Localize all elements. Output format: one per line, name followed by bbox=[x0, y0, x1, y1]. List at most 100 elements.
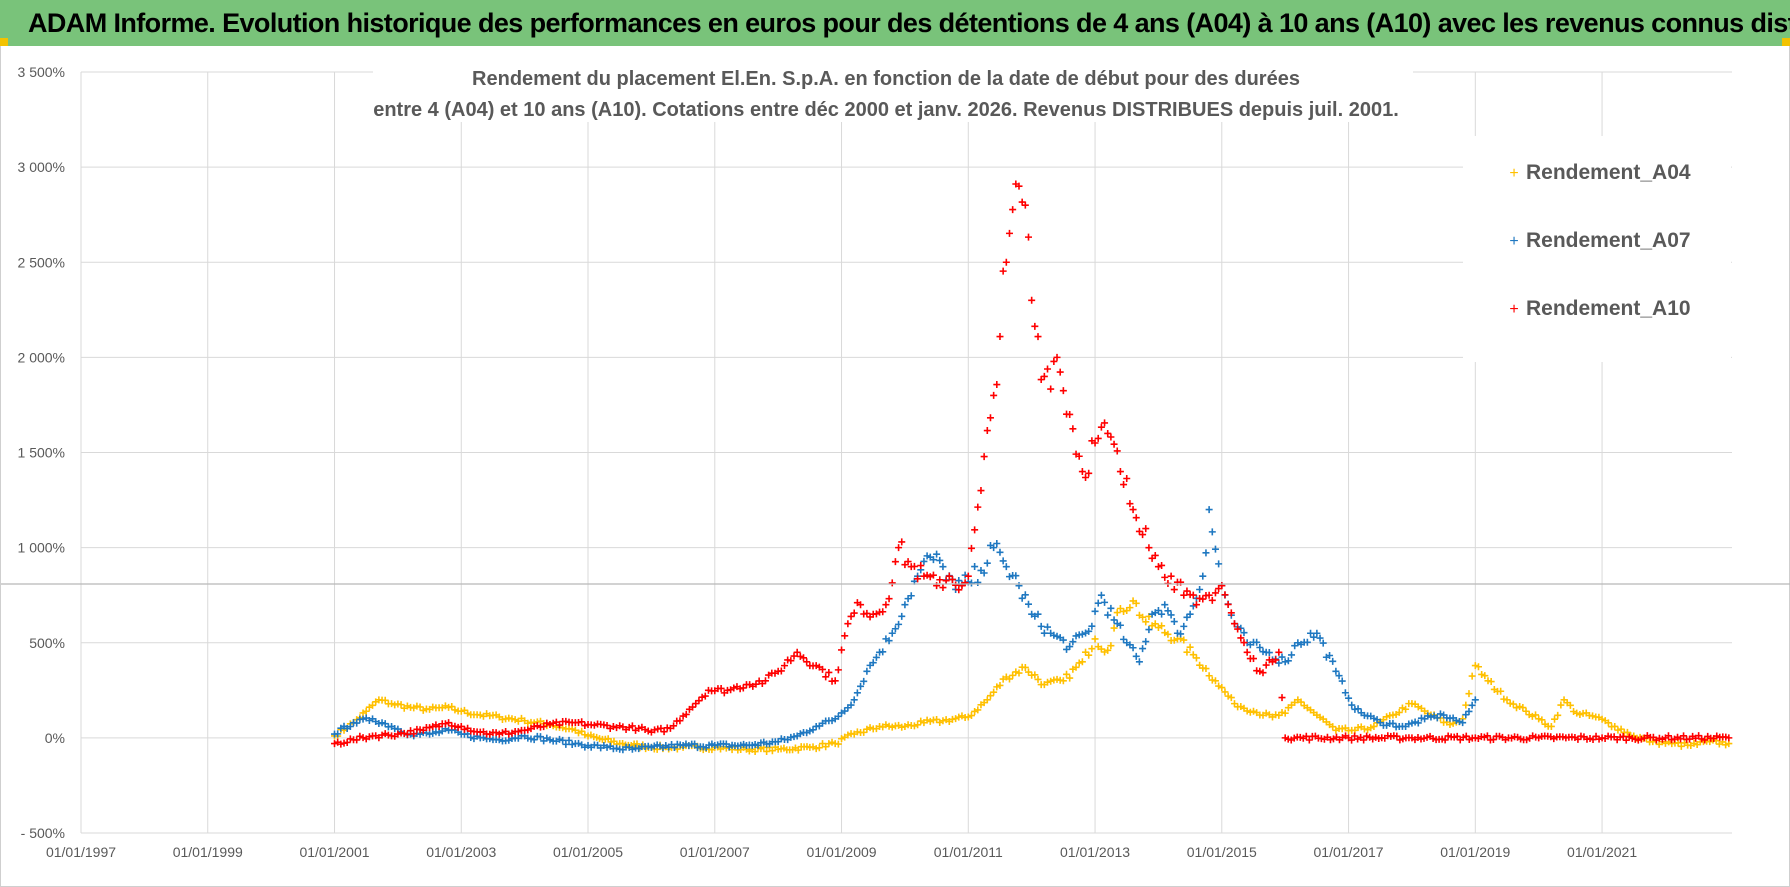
scatter-point bbox=[369, 701, 377, 709]
scatter-point bbox=[1075, 452, 1083, 460]
scatter-point bbox=[1677, 742, 1685, 750]
scatter-point bbox=[1097, 423, 1105, 431]
scatter-point bbox=[628, 722, 636, 730]
data-point bbox=[1015, 582, 1023, 590]
scatter-point bbox=[1075, 659, 1083, 667]
scatter-point bbox=[993, 381, 1001, 389]
scatter-point bbox=[1044, 623, 1052, 631]
data-point bbox=[1503, 696, 1511, 704]
data-point bbox=[1218, 582, 1226, 590]
scatter-point bbox=[1180, 636, 1188, 644]
scatter-point bbox=[1516, 703, 1524, 711]
scatter-point bbox=[346, 735, 354, 743]
scatter-point bbox=[1199, 595, 1207, 603]
scatter-point bbox=[1158, 622, 1166, 630]
data-point bbox=[635, 724, 643, 732]
scatter-point bbox=[1319, 639, 1327, 647]
scatter-point bbox=[1393, 732, 1401, 740]
scatter-point bbox=[815, 744, 823, 752]
scatter-point bbox=[1557, 701, 1565, 709]
scatter-point bbox=[936, 576, 944, 584]
scatter-point bbox=[1468, 672, 1476, 680]
data-point bbox=[1066, 643, 1074, 651]
scatter-point bbox=[451, 706, 459, 714]
scatter-point bbox=[983, 559, 991, 567]
scatter-point bbox=[1234, 625, 1242, 633]
data-point bbox=[888, 629, 896, 637]
data-point bbox=[1370, 722, 1378, 730]
scatter-point bbox=[391, 701, 399, 709]
legend-background bbox=[1463, 136, 1731, 362]
scatter-point bbox=[955, 713, 963, 721]
data-point bbox=[1471, 696, 1479, 704]
scatter-point bbox=[530, 736, 538, 744]
scatter-point bbox=[828, 738, 836, 746]
y-tick-label: 2 500% bbox=[18, 254, 65, 270]
scatter-point bbox=[863, 609, 871, 617]
scatter-point bbox=[1037, 376, 1045, 384]
scatter-point bbox=[1072, 663, 1080, 671]
data-point bbox=[1161, 601, 1169, 609]
scatter-point bbox=[1367, 724, 1375, 732]
scatter-point bbox=[1383, 713, 1391, 721]
scatter-point bbox=[343, 738, 351, 746]
data-point bbox=[812, 662, 820, 670]
scatter-point bbox=[508, 715, 516, 723]
scatter-point bbox=[397, 701, 405, 709]
scatter-point bbox=[1132, 514, 1140, 522]
scatter-point bbox=[689, 703, 697, 711]
scatter-point bbox=[1326, 652, 1334, 660]
scatter-point bbox=[739, 684, 747, 692]
scatter-point bbox=[1243, 707, 1251, 715]
scatter-point bbox=[895, 620, 903, 628]
scatter-point bbox=[850, 609, 858, 617]
data-point bbox=[1332, 667, 1340, 675]
scatter-point bbox=[670, 722, 678, 730]
data-point bbox=[603, 743, 611, 751]
data-point bbox=[1281, 709, 1289, 717]
scatter-point bbox=[923, 716, 931, 724]
scatter-point bbox=[1240, 629, 1248, 637]
scatter-point bbox=[955, 577, 963, 585]
scatter-point bbox=[809, 726, 817, 734]
legend: + Rendement_A04 + Rendement_A07 + Rendem… bbox=[1463, 136, 1731, 362]
scatter-point bbox=[682, 710, 690, 718]
data-point bbox=[628, 745, 636, 753]
data-point bbox=[1110, 616, 1118, 624]
data-point bbox=[945, 572, 953, 580]
scatter-point bbox=[929, 556, 937, 564]
scatter-point bbox=[1094, 599, 1102, 607]
scatter-point bbox=[1329, 723, 1337, 731]
scatter-point bbox=[967, 712, 975, 720]
scatter-point bbox=[616, 722, 624, 730]
scatter-point bbox=[359, 734, 367, 742]
scatter-point bbox=[768, 747, 776, 755]
scatter-point bbox=[1701, 736, 1709, 744]
data-point bbox=[1028, 296, 1036, 304]
scatter-point bbox=[717, 684, 725, 692]
plot-area bbox=[331, 180, 1733, 756]
scatter-point bbox=[857, 682, 865, 690]
scatter-point bbox=[381, 696, 389, 704]
scatter-point bbox=[1272, 656, 1280, 664]
scatter-point bbox=[400, 729, 408, 737]
scatter-point bbox=[1034, 610, 1042, 618]
scatter-point bbox=[838, 735, 846, 743]
scatter-point bbox=[419, 706, 427, 714]
data-point bbox=[939, 717, 947, 725]
data-point bbox=[1129, 506, 1137, 514]
data-point bbox=[990, 391, 998, 399]
scatter-point bbox=[777, 667, 785, 675]
scatter-point bbox=[1354, 705, 1362, 713]
scatter-point bbox=[1335, 672, 1343, 680]
scatter-point bbox=[1050, 631, 1058, 639]
chart-svg: - 500% 0% 500% 1 000% 1 500% 2 000% 2 500% 3 00… bbox=[1, 62, 1790, 860]
data-point bbox=[990, 544, 998, 552]
scatter-point bbox=[1664, 732, 1672, 740]
data-point bbox=[1059, 677, 1067, 685]
scatter-point bbox=[1101, 598, 1109, 606]
scatter-point bbox=[1021, 591, 1029, 599]
scatter-point bbox=[841, 632, 849, 640]
scatter-point bbox=[920, 557, 928, 565]
data-point bbox=[1459, 719, 1467, 727]
